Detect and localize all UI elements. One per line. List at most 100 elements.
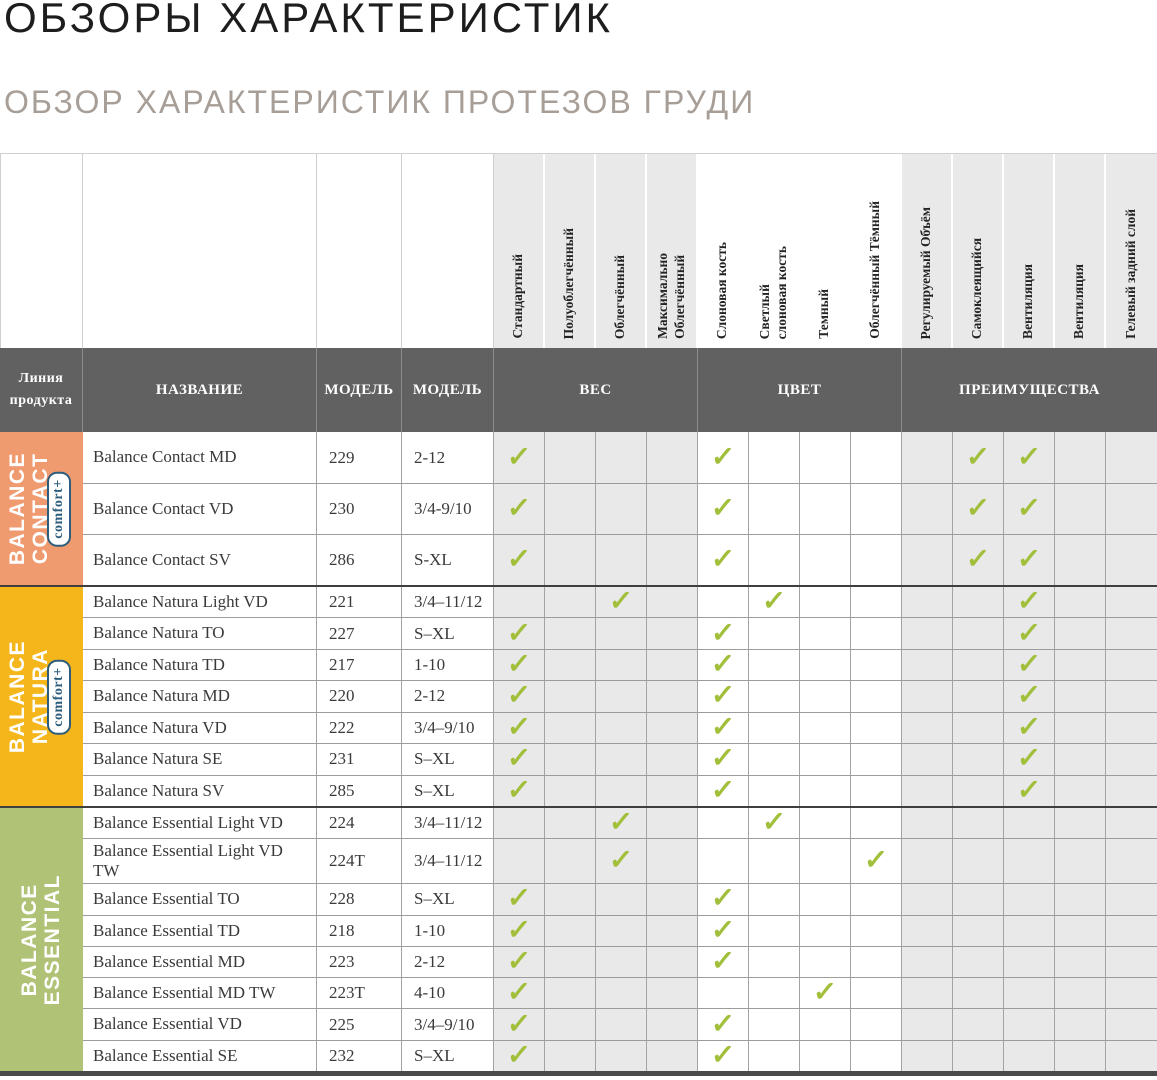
feature-cell-4	[647, 915, 698, 946]
check-icon: ✓	[761, 807, 787, 839]
feature-cell-1	[494, 839, 545, 884]
check-icon: ✓	[506, 544, 532, 575]
feature-cell-9	[902, 484, 953, 534]
feature-cell-8	[851, 432, 902, 483]
product-name-cell: Balance Contact SV	[83, 535, 317, 585]
feature-cell-5: ✓	[698, 915, 749, 946]
feature-cell-11	[1004, 946, 1055, 978]
feature-cell-1: ✓	[494, 432, 545, 483]
feature-cell-3	[596, 484, 647, 534]
feature-cell-13	[1106, 681, 1157, 712]
product-name-cell: Balance Natura VD	[83, 712, 317, 744]
product-sizes-cell: 3/4–9/10	[402, 1009, 494, 1040]
feature-cell-5	[698, 978, 749, 1009]
check-icon: ✓	[1016, 711, 1042, 743]
feature-cell-9	[902, 808, 953, 839]
feature-cell-4	[647, 535, 698, 585]
feature-cell-8	[851, 649, 902, 681]
check-icon: ✓	[506, 617, 532, 649]
feature-cell-11: ✓	[1004, 618, 1055, 649]
feature-cell-6	[749, 712, 800, 744]
product-sizes-cell: S–XL	[402, 775, 494, 806]
feature-cell-3: ✓	[596, 586, 647, 618]
product-model-cell: 229	[317, 432, 402, 483]
table-row: Balance Contact MD 229 2-12 ✓ ✓ ✓ ✓	[83, 432, 1157, 483]
product-sizes-cell: 1-10	[402, 915, 494, 946]
product-sizes-cell: S–XL	[402, 744, 494, 775]
feature-cell-4	[647, 884, 698, 915]
feature-cell-11	[1004, 1040, 1055, 1071]
feature-cell-9	[902, 1040, 953, 1071]
feature-cell-4	[647, 587, 698, 618]
feature-cell-1: ✓	[494, 1040, 545, 1071]
product-sizes-cell: S-XL	[402, 535, 494, 585]
product-name-cell: Balance Natura SV	[83, 775, 317, 806]
feature-cell-4	[647, 1009, 698, 1040]
table-row: Balance Natura TD 217 1-10 ✓ ✓ ✓	[83, 648, 1157, 681]
feature-cell-10	[953, 681, 1004, 712]
header-weight-group: ВЕС	[494, 348, 698, 432]
product-name-cell: Balance Essential MD	[83, 946, 317, 978]
feature-cell-10	[953, 649, 1004, 681]
feature-cells: ✓ ✓	[494, 807, 1157, 839]
feature-cell-3	[596, 1040, 647, 1071]
feature-cell-6	[749, 1040, 800, 1071]
feature-cell-9	[902, 432, 953, 483]
feature-cell-6	[749, 744, 800, 775]
feature-column-header-4: Максимально Облегчённый	[647, 154, 698, 348]
feature-cells: ✓ ✓	[494, 1009, 1157, 1040]
feature-cell-1: ✓	[494, 1009, 545, 1040]
feature-cell-7	[800, 649, 851, 681]
feature-cell-2	[545, 775, 596, 806]
feature-cell-10	[953, 978, 1004, 1009]
spacer-cell	[402, 154, 494, 348]
feature-cell-7	[800, 884, 851, 915]
check-icon: ✓	[506, 914, 532, 946]
feature-cells: ✓ ✓	[494, 977, 1157, 1009]
feature-cell-8	[851, 681, 902, 712]
header-product-line: Линия продукта	[0, 348, 83, 432]
feature-cell-1: ✓	[494, 617, 545, 649]
table-row: Balance Essential VD 225 3/4–9/10 ✓ ✓	[83, 1008, 1157, 1040]
feature-cell-5: ✓	[698, 712, 749, 744]
feature-cell-2	[545, 681, 596, 712]
feature-column-label: Облегчённый Тёмный	[867, 201, 883, 339]
product-model-cell: 230	[317, 484, 402, 534]
feature-column-header-10: Самоклеящийся	[953, 154, 1004, 348]
table-row: Balance Natura TO 227 S–XL ✓ ✓ ✓	[83, 617, 1157, 649]
feature-cell-12	[1055, 744, 1106, 775]
product-model-cell: 225	[317, 1009, 402, 1040]
feature-cell-3: ✓	[596, 807, 647, 839]
feature-cell-1: ✓	[494, 535, 545, 585]
feature-cell-8	[851, 775, 902, 806]
table-row: Balance Natura SE 231 S–XL ✓ ✓ ✓	[83, 743, 1157, 775]
feature-cell-1: ✓	[494, 977, 545, 1009]
product-group: BALANCE CONTACT comfort+ Balance Contact…	[0, 432, 1157, 585]
feature-column-header-9: Регулируемый Объём	[902, 154, 953, 348]
feature-cell-5: ✓	[698, 432, 749, 483]
feature-cell-12	[1055, 915, 1106, 946]
feature-cell-8	[851, 744, 902, 775]
feature-cell-5: ✓	[698, 484, 749, 534]
feature-cell-4	[647, 649, 698, 681]
feature-cell-2	[545, 712, 596, 744]
feature-cell-12	[1055, 775, 1106, 806]
check-icon: ✓	[1016, 680, 1042, 712]
feature-cell-8	[851, 1040, 902, 1071]
product-group-title: BALANCE NATURA	[6, 639, 53, 754]
feature-cells: ✓ ✓	[494, 946, 1157, 978]
feature-cell-10	[953, 946, 1004, 978]
check-icon: ✓	[710, 544, 736, 575]
product-model-cell: 228	[317, 884, 402, 915]
feature-column-header-6: Светлый слоновая кость	[749, 154, 800, 348]
feature-cell-11: ✓	[1004, 743, 1055, 775]
product-name-cell: Balance Natura MD	[83, 681, 317, 712]
feature-cell-5: ✓	[698, 1040, 749, 1071]
product-name-cell: Balance Essential VD	[83, 1009, 317, 1040]
feature-cells: ✓ ✓ ✓ ✓	[494, 484, 1157, 534]
feature-cell-11: ✓	[1004, 649, 1055, 681]
feature-column-label: Полуоблегчённый	[561, 227, 577, 339]
feature-cell-9	[902, 1009, 953, 1040]
check-icon: ✓	[608, 845, 634, 877]
feature-column-label: Облегчённый	[612, 254, 628, 339]
